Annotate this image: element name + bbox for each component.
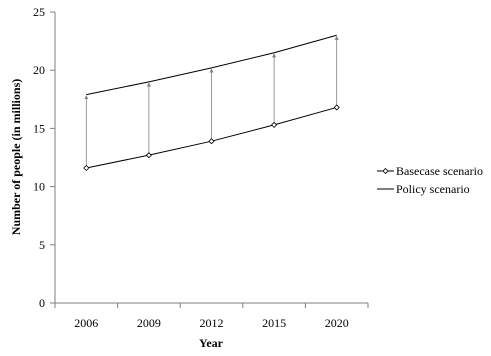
y-tick-label-2: 10 bbox=[33, 180, 45, 194]
connector-arrows bbox=[84, 35, 339, 168]
x-tick-label-3: 2015 bbox=[262, 316, 286, 330]
y-tick-label-3: 15 bbox=[33, 121, 45, 135]
y-axis-title: Number of people (in millions) bbox=[9, 79, 23, 235]
x-axis-title: Year bbox=[199, 336, 224, 350]
series-layer bbox=[83, 34, 340, 172]
legend-item-policy: Policy scenario bbox=[377, 182, 470, 196]
y-tick-label-1: 5 bbox=[39, 238, 45, 252]
y-tick-label-5: 25 bbox=[33, 5, 45, 19]
legend-item-basecase: Basecase scenario bbox=[377, 164, 483, 178]
legend-label-basecase: Basecase scenario bbox=[396, 164, 483, 178]
legend-label-policy: Policy scenario bbox=[396, 182, 470, 196]
y-tick-label-4: 20 bbox=[33, 63, 45, 77]
legend: Basecase scenario Policy scenario bbox=[377, 164, 483, 196]
x-tick-label-0: 2006 bbox=[74, 316, 98, 330]
legend-marker-basecase bbox=[382, 167, 389, 175]
x-tick-label-1: 2009 bbox=[137, 316, 161, 330]
series-0-point-4 bbox=[333, 104, 340, 111]
x-tick-label-4: 2020 bbox=[325, 316, 349, 330]
y-tick-label-0: 0 bbox=[39, 296, 45, 310]
series-0-point-0 bbox=[83, 164, 90, 172]
x-tick-label-2: 2012 bbox=[200, 316, 224, 330]
series-line-1 bbox=[86, 34, 337, 96]
y-ticks: 0 5 10 15 20 25 bbox=[33, 5, 55, 310]
series-0-point-2 bbox=[208, 138, 215, 145]
series-0-point-3 bbox=[271, 121, 278, 128]
series-0-point-1 bbox=[145, 152, 152, 159]
x-ticks: 2006 2009 2012 2015 2020 bbox=[54, 303, 369, 330]
